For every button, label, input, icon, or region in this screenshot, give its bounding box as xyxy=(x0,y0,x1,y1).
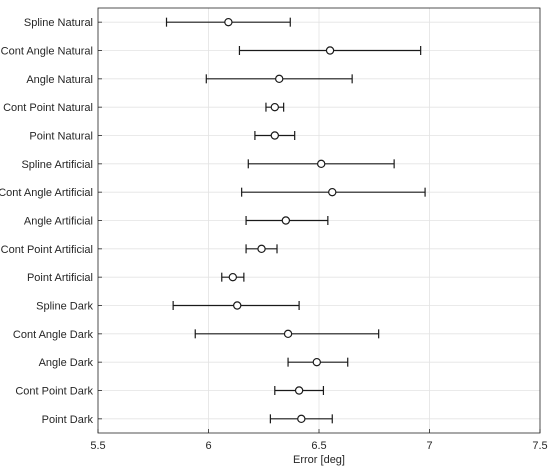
x-tick-label: 6 xyxy=(205,440,211,452)
y-tick-label: Cont Angle Artificial xyxy=(0,187,93,199)
y-tick-label: Angle Natural xyxy=(26,74,93,86)
mean-marker xyxy=(270,131,279,140)
x-axis-label: Error [deg] xyxy=(293,454,345,466)
mean-marker xyxy=(283,329,293,339)
y-tick-label: Cont Point Artificial xyxy=(1,244,93,256)
y-tick-label: Spline Natural xyxy=(24,17,93,29)
y-tick-label: Cont Point Natural xyxy=(3,102,93,114)
mean-marker xyxy=(281,216,291,225)
y-tick-label: Spline Dark xyxy=(36,301,93,313)
mean-marker xyxy=(312,357,321,367)
y-tick-label: Cont Angle Natural xyxy=(1,46,93,58)
y-tick-label: Angle Dark xyxy=(39,357,94,369)
y-tick-label: Point Dark xyxy=(42,414,94,426)
mean-marker xyxy=(294,386,304,395)
plot-border xyxy=(97,7,541,434)
x-tick-label: 5.5 xyxy=(90,440,105,452)
y-tick-label: Spline Artificial xyxy=(21,159,93,171)
mean-marker xyxy=(228,272,238,282)
y-tick-labels: Spline Natural Cont Angle Natural Angle Na… xyxy=(0,17,93,426)
mean-marker xyxy=(317,159,326,169)
mean-marker xyxy=(233,301,242,310)
x-tick-labels: 5.5 6 6.5 7 7.5 xyxy=(90,440,547,452)
x-tick-label: 6.5 xyxy=(311,440,326,452)
y-tick-label: Cont Angle Dark xyxy=(13,329,94,341)
y-tick-label: Point Natural xyxy=(29,131,93,143)
y-tick-label: Cont Point Dark xyxy=(15,386,93,398)
error-bars xyxy=(165,17,426,424)
x-tick-label: 7.5 xyxy=(532,440,547,452)
mean-marker xyxy=(257,244,266,254)
mean-marker xyxy=(270,102,279,112)
y-tick-label: Angle Artificial xyxy=(24,216,93,228)
mean-marker xyxy=(275,74,284,84)
x-tick-label: 7 xyxy=(426,440,432,452)
mean-marker xyxy=(297,414,306,424)
mean-marker xyxy=(325,46,335,55)
mean-marker xyxy=(328,187,337,197)
mean-marker xyxy=(224,17,233,27)
y-tick-label: Point Artificial xyxy=(27,272,93,284)
